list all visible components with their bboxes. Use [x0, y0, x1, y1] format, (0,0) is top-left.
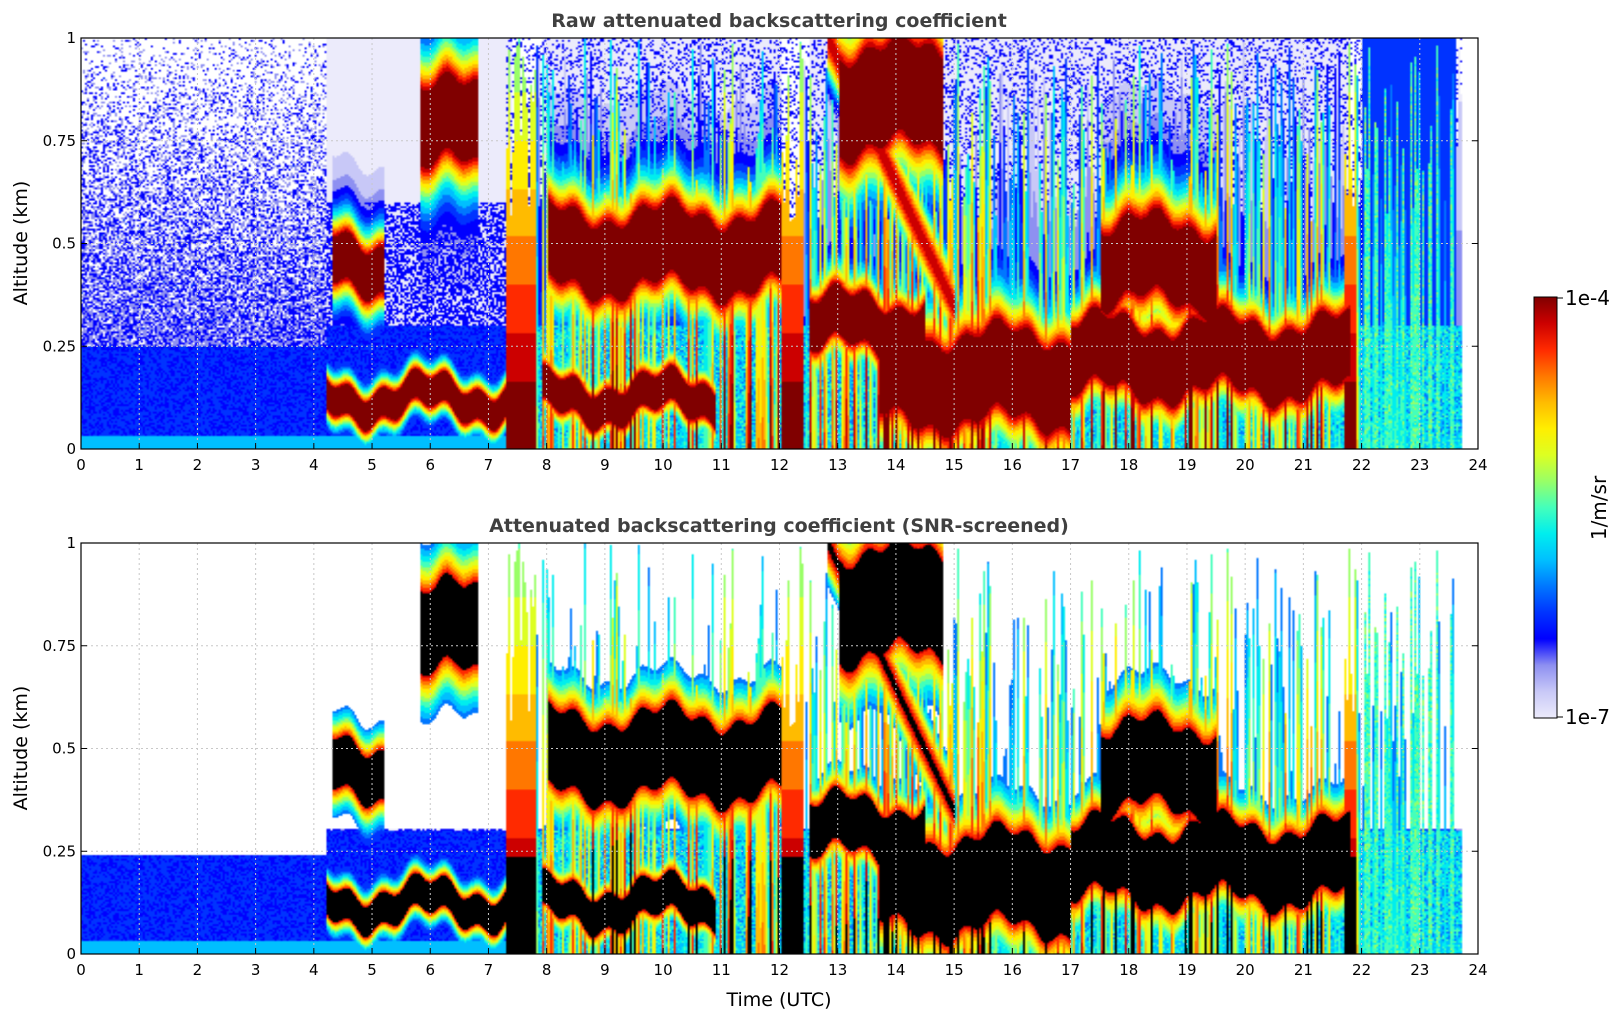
x-tick-label: 1 [134, 456, 144, 474]
x-tick-label: 2 [193, 961, 203, 979]
y-tick-label: 1 [66, 29, 76, 47]
x-tick-label: 23 [1410, 961, 1429, 979]
x-tick-label: 0 [76, 961, 86, 979]
y-tick-label: 0.25 [43, 842, 76, 860]
panel-raw: Raw attenuated backscattering coefficien… [10, 10, 1488, 474]
x-tick-label: 4 [309, 456, 319, 474]
x-tick-label: 8 [542, 961, 552, 979]
x-tick-label: 11 [712, 961, 731, 979]
y-tick-label: 0 [66, 945, 76, 963]
x-tick-label: 11 [712, 456, 731, 474]
x-tick-label: 6 [425, 961, 435, 979]
x-tick-label: 14 [886, 456, 905, 474]
panel-raw-grid [81, 38, 1478, 449]
x-tick-label: 1 [134, 961, 144, 979]
y-tick-label: 0.5 [52, 740, 76, 758]
x-tick-label: 15 [945, 961, 964, 979]
x-tick-label: 4 [309, 961, 319, 979]
x-tick-label: 24 [1468, 961, 1487, 979]
x-tick-label: 3 [251, 961, 261, 979]
x-tick-label: 8 [542, 456, 552, 474]
x-tick-label: 19 [1177, 456, 1196, 474]
x-tick-label: 15 [945, 456, 964, 474]
x-tick-label: 19 [1177, 961, 1196, 979]
x-tick-label: 12 [770, 961, 789, 979]
colorbar-max-label: 1e-4 [1565, 286, 1610, 310]
panel-raw-y-ticks: 0 0.25 0.5 0.75 1 [43, 29, 1478, 458]
panel-screened-title: Attenuated backscattering coefficient (S… [489, 515, 1069, 537]
x-tick-label: 16 [1003, 961, 1022, 979]
x-tick-label: 18 [1119, 961, 1138, 979]
x-tick-label: 7 [484, 456, 494, 474]
y-tick-label: 0 [66, 440, 76, 458]
panel-raw-y-label: Altitude (km) [10, 181, 32, 306]
x-tick-label: 7 [484, 961, 494, 979]
x-tick-label: 0 [76, 456, 86, 474]
y-tick-label: 1 [66, 534, 76, 552]
x-tick-label: 10 [654, 961, 673, 979]
y-tick-label: 0.5 [52, 235, 76, 253]
colorbar-unit-label: 1/m/sr [1587, 475, 1611, 540]
x-tick-label: 22 [1352, 961, 1371, 979]
x-tick-label: 21 [1294, 961, 1313, 979]
x-tick-label: 21 [1294, 456, 1313, 474]
x-tick-label: 9 [600, 961, 610, 979]
x-tick-label: 24 [1468, 456, 1487, 474]
x-tick-label: 13 [828, 456, 847, 474]
x-tick-label: 13 [828, 961, 847, 979]
x-tick-label: 17 [1061, 961, 1080, 979]
x-axis-label: Time (UTC) [725, 989, 831, 1011]
x-tick-label: 5 [367, 961, 377, 979]
x-tick-label: 14 [886, 961, 905, 979]
colorbar: 1e-4 1e-7 1/m/sr [1533, 286, 1611, 729]
x-tick-label: 18 [1119, 456, 1138, 474]
x-tick-label: 20 [1236, 456, 1255, 474]
panel-screened: Attenuated backscattering coefficient (S… [10, 515, 1488, 1011]
panel-screened-grid [81, 543, 1478, 954]
x-tick-label: 10 [654, 456, 673, 474]
x-tick-label: 12 [770, 456, 789, 474]
y-tick-label: 0.75 [43, 132, 76, 150]
colorbar-gradient [1533, 296, 1558, 719]
x-tick-label: 9 [600, 456, 610, 474]
y-tick-label: 0.25 [43, 337, 76, 355]
panel-screened-y-label: Altitude (km) [10, 686, 32, 811]
x-tick-label: 17 [1061, 456, 1080, 474]
panel-screened-x-ticks: 0 1 2 3 4 5 6 7 8 9 10 11 12 13 14 15 16 17 18 19 20 21 22 23 24 [76, 948, 1488, 979]
x-tick-label: 23 [1410, 456, 1429, 474]
colorbar-min-label: 1e-7 [1565, 705, 1610, 729]
panel-raw-title: Raw attenuated backscattering coefficien… [551, 10, 1007, 32]
y-tick-label: 0.75 [43, 637, 76, 655]
x-tick-label: 20 [1236, 961, 1255, 979]
panel-raw-x-ticks: 0 1 2 3 4 5 6 7 8 9 10 11 12 13 14 15 16 17 18 19 20 21 22 23 24 [76, 443, 1488, 474]
x-tick-label: 3 [251, 456, 261, 474]
x-tick-label: 22 [1352, 456, 1371, 474]
x-tick-label: 6 [425, 456, 435, 474]
x-tick-label: 16 [1003, 456, 1022, 474]
x-tick-label: 5 [367, 456, 377, 474]
x-tick-label: 2 [193, 456, 203, 474]
panel-screened-y-ticks: 0 0.25 0.5 0.75 1 [43, 534, 1478, 963]
